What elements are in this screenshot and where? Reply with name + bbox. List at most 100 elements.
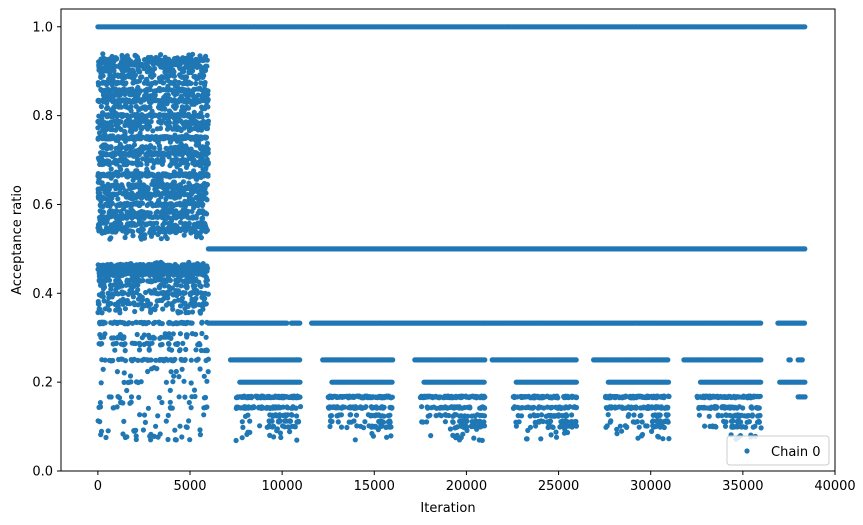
data-point	[108, 166, 114, 172]
data-point	[126, 117, 132, 123]
data-point	[165, 295, 171, 301]
data-point	[193, 80, 199, 87]
data-point	[197, 432, 203, 438]
data-point	[122, 188, 129, 194]
data-point	[106, 158, 112, 164]
data-point	[117, 189, 123, 195]
data-point	[120, 89, 126, 95]
data-point	[136, 91, 142, 97]
data-point	[98, 156, 104, 162]
data-point	[99, 209, 105, 215]
data-point	[124, 144, 130, 150]
data-point	[139, 225, 145, 231]
data-point	[185, 185, 191, 192]
data-point	[123, 121, 129, 127]
data-point	[142, 87, 148, 94]
data-point	[205, 369, 211, 375]
data-point	[148, 73, 154, 79]
data-point	[119, 291, 125, 297]
data-point	[99, 181, 105, 187]
data-point	[165, 77, 171, 83]
data-point	[142, 57, 148, 63]
data-point	[204, 282, 210, 288]
data-point	[100, 272, 106, 278]
data-point	[147, 433, 153, 439]
data-point	[185, 208, 191, 214]
data-point	[167, 139, 173, 145]
data-point	[189, 320, 195, 326]
data-point	[98, 198, 104, 204]
data-point	[98, 334, 104, 341]
data-point	[189, 309, 196, 315]
data-point	[150, 320, 156, 327]
data-point	[111, 319, 117, 325]
data-point	[160, 229, 166, 235]
data-point	[98, 213, 105, 219]
data-point	[109, 53, 115, 60]
data-point	[127, 135, 133, 141]
data-point	[151, 150, 157, 156]
data-point	[201, 412, 207, 418]
data-point	[147, 193, 154, 199]
data-point	[168, 369, 174, 375]
data-point	[196, 56, 202, 62]
data-point	[115, 171, 121, 177]
data-point	[136, 175, 142, 181]
data-point	[175, 87, 181, 93]
data-point	[156, 285, 163, 291]
data-point	[153, 423, 159, 429]
data-point	[163, 233, 169, 239]
data-point	[153, 303, 159, 309]
data-point	[97, 306, 103, 312]
data-point	[180, 186, 186, 192]
data-point	[184, 334, 190, 340]
data-point	[145, 405, 151, 411]
data-point	[192, 162, 198, 168]
data-point	[108, 175, 114, 181]
data-point	[195, 183, 201, 189]
data-point	[186, 52, 192, 58]
data-point	[163, 418, 169, 424]
data-point	[155, 413, 161, 419]
data-point	[802, 24, 808, 30]
data-point	[153, 183, 159, 189]
data-point	[188, 380, 194, 386]
data-point	[143, 194, 149, 200]
data-point	[148, 82, 154, 88]
data-point	[197, 342, 203, 348]
data-point	[151, 88, 157, 94]
data-point	[122, 348, 128, 354]
data-point	[133, 268, 139, 274]
data-point	[155, 231, 161, 238]
data-point	[119, 155, 125, 161]
data-point	[116, 271, 122, 277]
data-point	[119, 71, 126, 77]
data-point	[204, 147, 210, 153]
data-point	[134, 319, 140, 326]
data-point	[106, 394, 112, 400]
data-point	[188, 405, 194, 411]
data-point	[201, 373, 207, 379]
data-point	[116, 118, 123, 125]
data-point	[118, 166, 124, 172]
data-point	[203, 357, 209, 364]
data-point	[96, 278, 102, 284]
data-point	[104, 105, 110, 112]
data-point	[177, 96, 183, 102]
data-point	[137, 342, 143, 348]
data-point	[142, 419, 148, 425]
data-point	[193, 234, 200, 240]
data-point	[199, 330, 205, 337]
data-point	[183, 132, 189, 138]
data-point	[184, 281, 190, 287]
data-point	[179, 357, 185, 363]
data-point	[194, 357, 200, 363]
data-point	[202, 295, 208, 301]
data-point	[179, 69, 185, 75]
data-point	[160, 156, 166, 162]
data-point	[122, 434, 128, 441]
data-point	[171, 69, 177, 75]
data-point	[95, 298, 101, 305]
data-point	[204, 171, 210, 177]
data-point	[158, 52, 164, 58]
